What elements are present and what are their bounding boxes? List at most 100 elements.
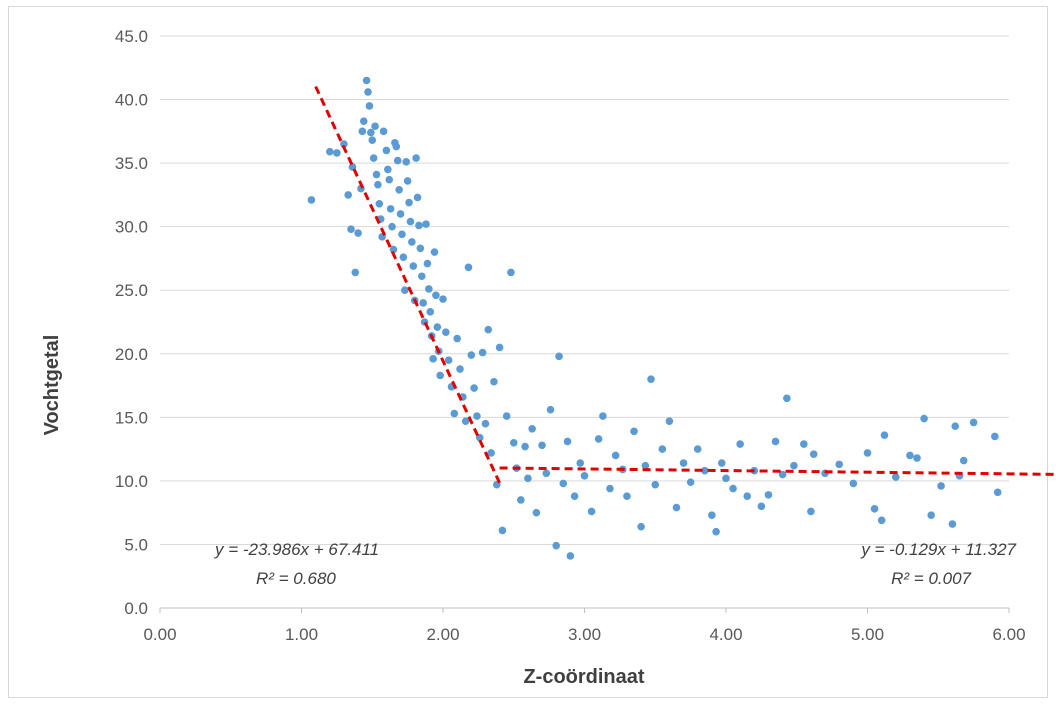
data-point: [524, 474, 532, 483]
data-point: [906, 451, 914, 460]
data-point: [757, 502, 766, 511]
data-point: [393, 156, 402, 165]
data-point: [546, 405, 555, 414]
data-point: [403, 177, 412, 185]
data-point: [651, 480, 660, 489]
data-point: [475, 433, 484, 442]
data-point: [576, 459, 585, 467]
data-point: [877, 516, 886, 525]
data-point: [948, 520, 957, 528]
data-point: [771, 437, 780, 446]
data-point: [382, 146, 391, 155]
data-point: [599, 412, 607, 420]
x-axis-title: Z-coördinaat: [523, 666, 644, 688]
data-point: [379, 127, 388, 136]
data-point: [417, 272, 426, 281]
data-point: [580, 472, 589, 480]
data-points: [307, 76, 1002, 560]
data-point: [563, 437, 572, 446]
data-point: [517, 496, 525, 504]
data-point: [367, 128, 375, 137]
data-point: [991, 432, 999, 441]
data-point: [566, 552, 575, 560]
data-point: [385, 175, 394, 184]
data-point: [375, 199, 384, 208]
data-point: [532, 508, 541, 517]
data-point: [430, 248, 439, 256]
data-point: [959, 456, 968, 465]
data-point: [594, 435, 603, 443]
data-point: [450, 409, 459, 418]
data-point: [484, 325, 493, 334]
data-point: [473, 412, 481, 420]
data-point: [456, 365, 464, 373]
y-tick-label: 15.0: [115, 408, 148, 427]
data-point: [405, 198, 413, 207]
data-point: [809, 450, 818, 458]
y-tick-label: 25.0: [115, 281, 148, 300]
data-point: [426, 308, 435, 316]
data-point: [693, 445, 702, 453]
data-point: [528, 424, 536, 433]
data-point: [436, 371, 444, 380]
data-point: [464, 263, 473, 272]
data-point: [369, 154, 378, 162]
data-point: [429, 355, 437, 363]
data-point: [863, 449, 872, 457]
data-point: [498, 526, 507, 535]
data-point: [347, 225, 355, 234]
data-point: [409, 262, 418, 270]
data-point: [892, 473, 900, 481]
data-point: [359, 117, 368, 125]
trendline-left: [314, 85, 501, 484]
data-point: [835, 460, 843, 469]
data-point: [439, 295, 447, 303]
data-point: [432, 291, 440, 300]
data-point: [467, 351, 476, 359]
data-point: [611, 451, 620, 460]
data-point: [641, 461, 650, 470]
data-point: [408, 238, 416, 246]
data-point: [444, 356, 453, 364]
data-point: [783, 394, 791, 403]
data-point: [413, 193, 422, 202]
x-tick-label: 0.00: [143, 625, 176, 644]
y-tick-label: 5.0: [124, 535, 148, 554]
data-point: [920, 414, 928, 423]
data-point: [425, 285, 433, 293]
data-point: [354, 229, 362, 237]
y-axis-title: Vochtgetal: [41, 335, 63, 436]
data-point: [665, 417, 674, 425]
data-point: [913, 454, 921, 462]
data-point: [630, 427, 638, 436]
data-point: [389, 245, 398, 254]
data-point: [672, 503, 681, 512]
x-tick-label: 2.00: [426, 625, 459, 644]
trendline-right-equation: y = -0.129x + 11.327: [860, 540, 1016, 559]
y-tick-label: 20.0: [115, 345, 148, 364]
data-point: [374, 180, 382, 189]
data-point: [708, 511, 716, 520]
data-point: [951, 422, 960, 431]
data-point: [712, 527, 720, 536]
data-point: [399, 253, 408, 261]
data-point: [364, 88, 372, 96]
data-point: [386, 205, 395, 213]
data-point: [521, 442, 529, 451]
x-tick-label: 3.00: [568, 625, 601, 644]
data-point: [495, 343, 504, 352]
data-point: [764, 491, 773, 499]
data-point: [470, 384, 478, 392]
data-point: [587, 507, 596, 516]
data-point: [433, 323, 442, 331]
data-point: [686, 478, 695, 486]
data-point: [736, 440, 744, 448]
data-point: [870, 505, 879, 513]
data-point: [538, 441, 546, 450]
trendline-right: [499, 466, 1056, 476]
data-point: [778, 470, 787, 479]
data-point: [398, 230, 406, 239]
data-point: [442, 328, 450, 336]
data-point: [396, 210, 405, 218]
data-point: [700, 466, 709, 475]
